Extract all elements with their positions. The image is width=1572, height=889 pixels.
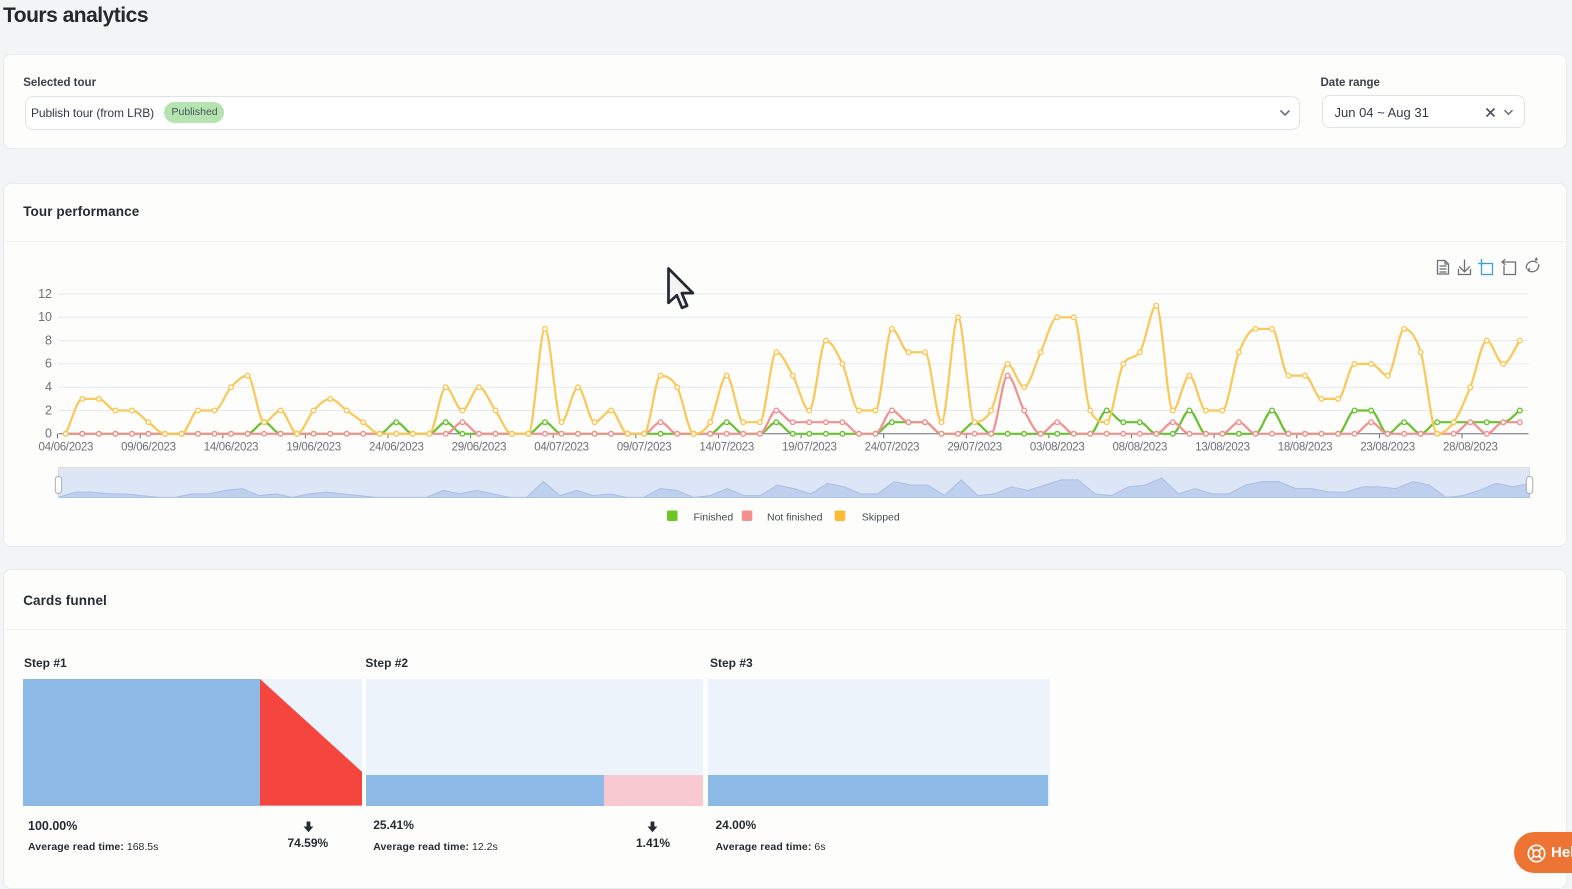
svg-text:Finished: Finished — [694, 511, 734, 523]
svg-text:29/06/2023: 29/06/2023 — [452, 442, 507, 454]
svg-text:Skipped: Skipped — [862, 511, 900, 523]
svg-text:08/08/2023: 08/08/2023 — [1113, 442, 1168, 454]
svg-text:23/08/2023: 23/08/2023 — [1360, 442, 1415, 454]
svg-text:4: 4 — [45, 380, 52, 394]
svg-text:04/06/2023: 04/06/2023 — [39, 442, 94, 454]
svg-text:29/07/2023: 29/07/2023 — [947, 442, 1002, 454]
svg-text:24/07/2023: 24/07/2023 — [865, 442, 920, 454]
svg-text:10: 10 — [38, 310, 52, 324]
svg-text:19/06/2023: 19/06/2023 — [286, 442, 341, 454]
svg-text:Not finished: Not finished — [767, 511, 823, 523]
svg-text:0: 0 — [45, 427, 52, 441]
svg-text:19/07/2023: 19/07/2023 — [782, 442, 837, 454]
svg-text:04/07/2023: 04/07/2023 — [534, 442, 589, 454]
svg-text:6: 6 — [45, 357, 52, 371]
svg-text:09/06/2023: 09/06/2023 — [121, 442, 176, 454]
svg-text:14/06/2023: 14/06/2023 — [204, 442, 259, 454]
svg-text:13/08/2023: 13/08/2023 — [1195, 442, 1250, 454]
svg-text:8: 8 — [45, 333, 52, 347]
svg-text:14/07/2023: 14/07/2023 — [699, 442, 754, 454]
svg-text:09/07/2023: 09/07/2023 — [617, 442, 672, 454]
svg-text:24/06/2023: 24/06/2023 — [369, 442, 424, 454]
svg-text:03/08/2023: 03/08/2023 — [1030, 442, 1085, 454]
svg-text:2: 2 — [45, 403, 52, 417]
svg-text:12: 12 — [38, 287, 52, 301]
svg-text:28/08/2023: 28/08/2023 — [1443, 442, 1498, 454]
svg-text:18/08/2023: 18/08/2023 — [1278, 442, 1333, 454]
